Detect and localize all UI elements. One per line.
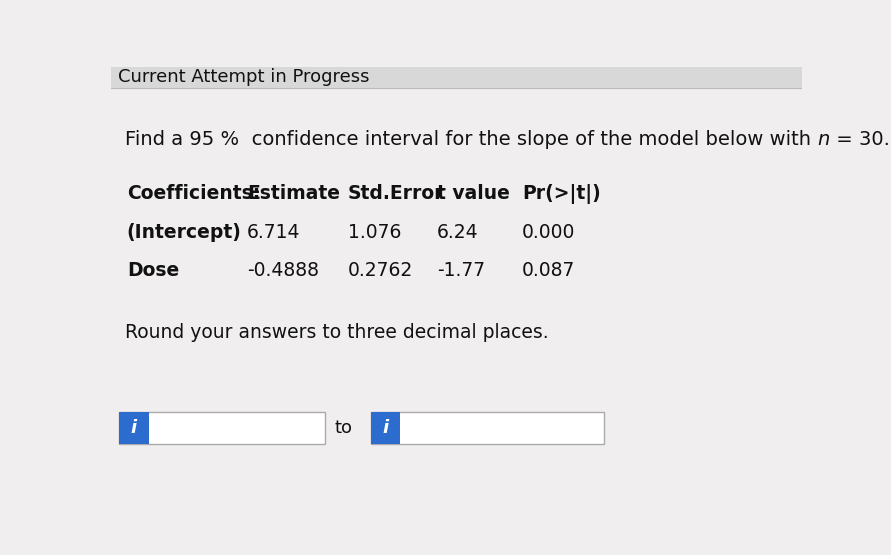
FancyBboxPatch shape <box>371 412 603 444</box>
FancyBboxPatch shape <box>119 412 149 444</box>
Text: -0.4888: -0.4888 <box>247 261 319 280</box>
Text: Coefficients:: Coefficients: <box>127 184 260 203</box>
Text: (Intercept): (Intercept) <box>127 223 241 241</box>
Text: 1.076: 1.076 <box>347 223 401 241</box>
Text: i: i <box>131 418 137 437</box>
Text: Current Attempt in Progress: Current Attempt in Progress <box>118 68 369 87</box>
Text: 0.087: 0.087 <box>522 261 576 280</box>
Text: 6.714: 6.714 <box>247 223 300 241</box>
Text: Std.Error: Std.Error <box>347 184 445 203</box>
Text: to: to <box>335 418 353 437</box>
Text: Round your answers to three decimal places.: Round your answers to three decimal plac… <box>126 323 549 342</box>
Text: Pr(>|t|): Pr(>|t|) <box>522 184 601 204</box>
Text: Estimate: Estimate <box>247 184 340 203</box>
Text: 0.2762: 0.2762 <box>347 261 413 280</box>
Text: -1.77: -1.77 <box>437 261 485 280</box>
FancyBboxPatch shape <box>371 412 400 444</box>
Text: n: n <box>818 130 830 149</box>
Text: t value: t value <box>437 184 510 203</box>
Text: 0.000: 0.000 <box>522 223 576 241</box>
FancyBboxPatch shape <box>119 412 324 444</box>
Text: Find a 95 %  confidence interval for the slope of the model below with: Find a 95 % confidence interval for the … <box>126 130 818 149</box>
Text: = 30.: = 30. <box>830 130 890 149</box>
Text: 6.24: 6.24 <box>437 223 478 241</box>
Text: Dose: Dose <box>127 261 179 280</box>
FancyBboxPatch shape <box>111 67 802 88</box>
Text: i: i <box>382 418 388 437</box>
